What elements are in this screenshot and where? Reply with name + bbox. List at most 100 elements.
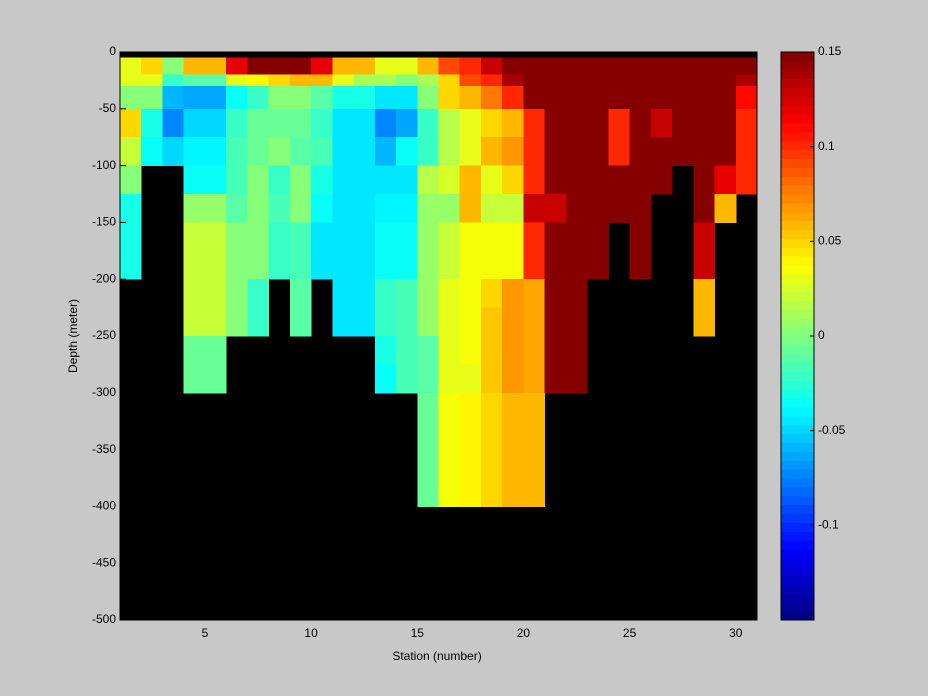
heatmap-cell xyxy=(672,74,694,87)
heatmap-cell xyxy=(289,74,312,87)
heatmap-cell xyxy=(289,222,312,252)
heatmap-cell xyxy=(396,307,418,337)
heatmap-cell xyxy=(565,307,588,337)
heatmap-cell xyxy=(183,250,206,280)
heatmap-cell xyxy=(565,57,588,76)
heatmap-cell xyxy=(565,364,588,394)
colorbar-swatch xyxy=(781,362,814,372)
heatmap-cell xyxy=(480,364,503,394)
heatmap-cell xyxy=(480,307,503,337)
heatmap-cell xyxy=(311,222,333,252)
heatmap-cell xyxy=(353,137,376,167)
heatmap-cell xyxy=(396,86,418,110)
heatmap-cell xyxy=(417,108,439,138)
heatmap-cell xyxy=(396,336,418,365)
colorbar-swatch xyxy=(781,123,814,133)
heatmap-cell xyxy=(523,250,546,280)
heatmap-cell xyxy=(438,57,461,76)
heatmap-cell xyxy=(629,137,652,167)
heatmap-cell xyxy=(544,194,567,223)
heatmap-cell xyxy=(544,57,567,76)
y-tick-label: -200 xyxy=(92,271,116,285)
colorbar-tick-label: 0 xyxy=(818,328,825,342)
heatmap-cell xyxy=(693,250,716,280)
heatmap-cell xyxy=(480,222,503,252)
y-tick-label: -450 xyxy=(92,555,116,569)
heatmap-cell xyxy=(183,364,206,394)
heatmap-cell xyxy=(289,137,312,167)
heatmap-cell xyxy=(480,336,503,365)
heatmap-cell xyxy=(502,307,524,337)
heatmap-cell xyxy=(438,279,461,309)
heatmap-cell xyxy=(523,137,546,167)
colorbar-swatch xyxy=(781,60,814,71)
heatmap-cell xyxy=(438,74,461,87)
heatmap-cell xyxy=(544,336,567,365)
heatmap-cell xyxy=(332,194,355,223)
heatmap-cell xyxy=(162,86,185,110)
heatmap-cell xyxy=(396,165,418,195)
heatmap-cell xyxy=(714,108,737,138)
heatmap-cell xyxy=(650,165,673,195)
heatmap-cell xyxy=(289,279,312,309)
heatmap-cell xyxy=(459,279,482,309)
colorbar-swatch xyxy=(781,398,814,408)
heatmap-cell xyxy=(268,250,291,280)
heatmap-cell xyxy=(268,165,291,195)
heatmap-cell xyxy=(459,194,482,223)
colorbar-swatch xyxy=(781,602,814,612)
heatmap-cell xyxy=(183,336,206,365)
heatmap-cell xyxy=(417,478,439,507)
y-tick-label: -400 xyxy=(92,499,116,513)
colorbar-swatch xyxy=(781,229,814,239)
heatmap-cell xyxy=(417,279,439,309)
x-axis-label: Station (number) xyxy=(392,649,481,663)
colorbar-swatch xyxy=(781,167,814,177)
heatmap-cell xyxy=(693,108,716,138)
heatmap-cell xyxy=(587,222,609,252)
heatmap-cell xyxy=(544,74,567,87)
heatmap-cell xyxy=(289,108,312,138)
colorbar-swatch xyxy=(781,478,814,488)
heatmap-cell xyxy=(459,250,482,280)
heatmap-cell xyxy=(714,165,737,195)
heatmap-cell xyxy=(226,250,248,280)
heatmap-cell xyxy=(268,57,291,76)
heatmap-cell xyxy=(523,392,546,422)
heatmap-cell xyxy=(608,165,631,195)
heatmap-cell xyxy=(735,137,758,167)
heatmap-cell xyxy=(289,307,312,337)
heatmap-cell xyxy=(396,222,418,252)
colorbar-swatch xyxy=(781,469,814,479)
colorbar-tick-label: 0.15 xyxy=(818,44,842,58)
heatmap-cell xyxy=(332,307,355,337)
colorbar-swatch xyxy=(781,273,814,284)
colorbar-swatch xyxy=(781,371,814,381)
heatmap-cell xyxy=(204,74,227,87)
heatmap-cell xyxy=(417,74,439,87)
colorbar-swatch xyxy=(781,611,814,621)
colorbar-swatch xyxy=(781,282,814,293)
colorbar-swatch xyxy=(781,202,814,213)
heatmap-cell xyxy=(480,194,503,223)
heatmap-cell xyxy=(204,194,227,223)
heatmap-cell xyxy=(226,194,248,223)
heatmap-cell xyxy=(459,478,482,507)
heatmap-cell xyxy=(204,57,227,76)
colorbar-swatch xyxy=(781,105,814,115)
heatmap-cell xyxy=(714,74,737,87)
heatmap-cell xyxy=(587,108,609,138)
heatmap-cell xyxy=(735,108,758,138)
heatmap-cell xyxy=(459,165,482,195)
heatmap-cell xyxy=(629,165,652,195)
y-tick-label: -300 xyxy=(92,385,116,399)
heatmap-cell xyxy=(565,74,588,87)
heatmap-cell xyxy=(183,57,206,76)
heatmap-cell xyxy=(459,137,482,167)
heatmap-cell xyxy=(565,250,588,280)
x-tick-label: 25 xyxy=(623,626,637,640)
heatmap-cell xyxy=(162,74,185,87)
heatmap-cell xyxy=(608,74,631,87)
x-tick-label: 15 xyxy=(411,626,425,640)
